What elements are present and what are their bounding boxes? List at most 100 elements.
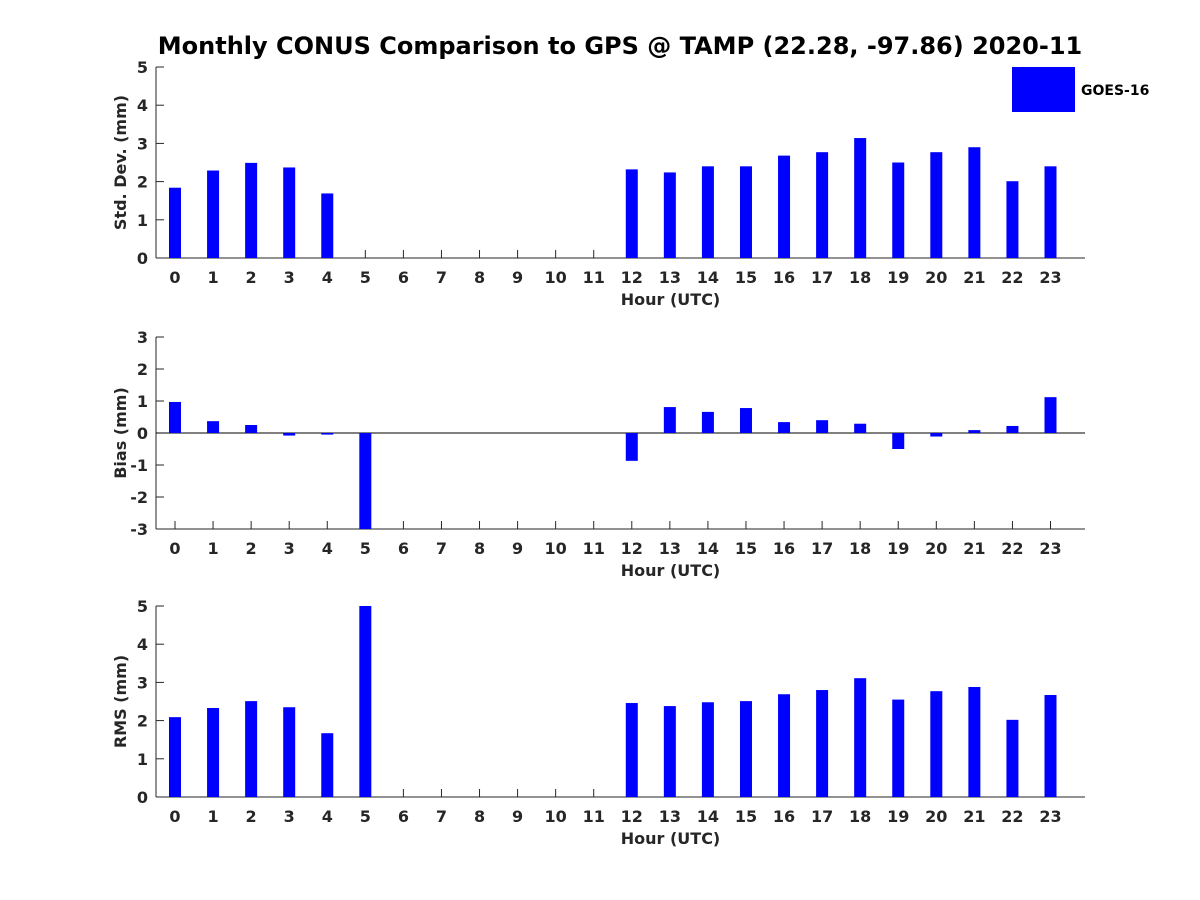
x-tick-label: 0 — [169, 268, 180, 287]
bar-hour-0 — [169, 401, 181, 433]
bar-hour-12 — [625, 433, 638, 461]
x-tick-label: 19 — [887, 539, 909, 558]
x-tick-label: 21 — [963, 268, 985, 287]
x-tick-label: 21 — [963, 539, 985, 558]
x-tick-label: 14 — [697, 539, 719, 558]
legend-swatch — [1012, 67, 1075, 112]
bar-hour-19 — [892, 699, 905, 797]
bar-hour-2 — [245, 425, 258, 433]
x-tick-label: 0 — [169, 539, 180, 558]
x-tick-label: 15 — [735, 268, 757, 287]
x-tick-label: 3 — [284, 268, 295, 287]
x-tick-label: 14 — [697, 268, 719, 287]
bar-hour-19 — [892, 433, 905, 449]
x-tick-label: 22 — [1001, 539, 1023, 558]
x-tick-label: 23 — [1039, 268, 1061, 287]
x-tick-label: 16 — [773, 539, 795, 558]
y-tick-label: 2 — [137, 173, 148, 192]
x-tick-label: 23 — [1039, 539, 1061, 558]
bar-hour-22 — [1006, 425, 1019, 433]
x-tick-label: 17 — [811, 807, 833, 826]
bar-hour-20 — [930, 433, 943, 437]
y-tick-label: 5 — [137, 58, 148, 77]
y-tick-label: 4 — [137, 635, 148, 654]
x-tick-label: 13 — [659, 807, 681, 826]
x-tick-label: 1 — [207, 807, 218, 826]
x-tick-label: 19 — [887, 807, 909, 826]
y-tick-label: 5 — [137, 597, 148, 616]
bar-hour-4 — [321, 733, 334, 797]
x-tick-label: 10 — [545, 807, 567, 826]
bar-hour-0 — [169, 717, 181, 797]
x-axis-label: Hour (UTC) — [621, 561, 721, 580]
x-tick-label: 20 — [925, 539, 947, 558]
x-tick-label: 15 — [735, 539, 757, 558]
bar-hour-23 — [1044, 397, 1057, 433]
bar-hour-1 — [207, 421, 220, 433]
x-tick-label: 20 — [925, 268, 947, 287]
bar-hour-1 — [207, 170, 220, 258]
x-tick-label: 11 — [583, 807, 605, 826]
y-tick-label: 1 — [137, 750, 148, 769]
x-tick-label: 6 — [398, 539, 409, 558]
y-tick-label: 3 — [137, 673, 148, 692]
chart-title: Monthly CONUS Comparison to GPS @ TAMP (… — [158, 32, 1082, 60]
x-tick-label: 0 — [169, 807, 180, 826]
bar-hour-15 — [739, 166, 752, 258]
x-tick-label: 15 — [735, 807, 757, 826]
x-tick-label: 7 — [436, 807, 447, 826]
bar-hour-23 — [1044, 166, 1057, 258]
x-tick-label: 5 — [360, 539, 371, 558]
y-tick-label: 3 — [137, 134, 148, 153]
y-tick-label: 1 — [137, 211, 148, 230]
x-tick-label: 7 — [436, 539, 447, 558]
bar-hour-5 — [359, 433, 372, 529]
bar-hour-4 — [321, 433, 334, 435]
x-tick-label: 5 — [360, 268, 371, 287]
bar-hour-18 — [854, 423, 867, 433]
bar-hour-13 — [663, 706, 676, 797]
bar-hour-13 — [663, 407, 676, 433]
x-tick-label: 4 — [322, 807, 333, 826]
x-tick-label: 10 — [545, 539, 567, 558]
bar-hour-12 — [625, 703, 638, 797]
bar-hour-22 — [1006, 719, 1019, 797]
x-tick-label: 11 — [583, 268, 605, 287]
bar-hour-19 — [892, 162, 905, 258]
y-tick-label: 2 — [137, 360, 148, 379]
x-tick-label: 3 — [284, 807, 295, 826]
x-tick-label: 2 — [246, 807, 257, 826]
x-axis-label: Hour (UTC) — [621, 829, 721, 848]
x-tick-label: 1 — [207, 539, 218, 558]
bar-hour-3 — [283, 167, 296, 258]
y-tick-label: 1 — [137, 392, 148, 411]
x-axis-label: Hour (UTC) — [621, 290, 721, 309]
legend: GOES-16 — [1012, 67, 1149, 112]
bar-hour-15 — [739, 701, 752, 797]
x-tick-label: 1 — [207, 268, 218, 287]
x-tick-label: 18 — [849, 539, 871, 558]
x-tick-label: 22 — [1001, 807, 1023, 826]
x-tick-label: 8 — [474, 539, 485, 558]
x-tick-label: 8 — [474, 268, 485, 287]
bar-hour-18 — [854, 138, 867, 258]
y-tick-label: -3 — [130, 520, 148, 539]
bar-hour-12 — [625, 169, 638, 258]
y-tick-label: -2 — [130, 488, 148, 507]
x-tick-label: 12 — [621, 268, 643, 287]
x-tick-label: 23 — [1039, 807, 1061, 826]
bar-hour-14 — [701, 411, 714, 433]
bar-hour-4 — [321, 193, 334, 258]
y-tick-label: 4 — [137, 96, 148, 115]
y-tick-label: 0 — [137, 788, 148, 807]
bar-hour-23 — [1044, 695, 1057, 797]
y-axis-label: Bias (mm) — [111, 387, 130, 479]
x-tick-label: 4 — [322, 539, 333, 558]
bar-hour-22 — [1006, 181, 1019, 258]
bar-hour-13 — [663, 172, 676, 258]
x-tick-label: 12 — [621, 807, 643, 826]
x-tick-label: 18 — [849, 807, 871, 826]
